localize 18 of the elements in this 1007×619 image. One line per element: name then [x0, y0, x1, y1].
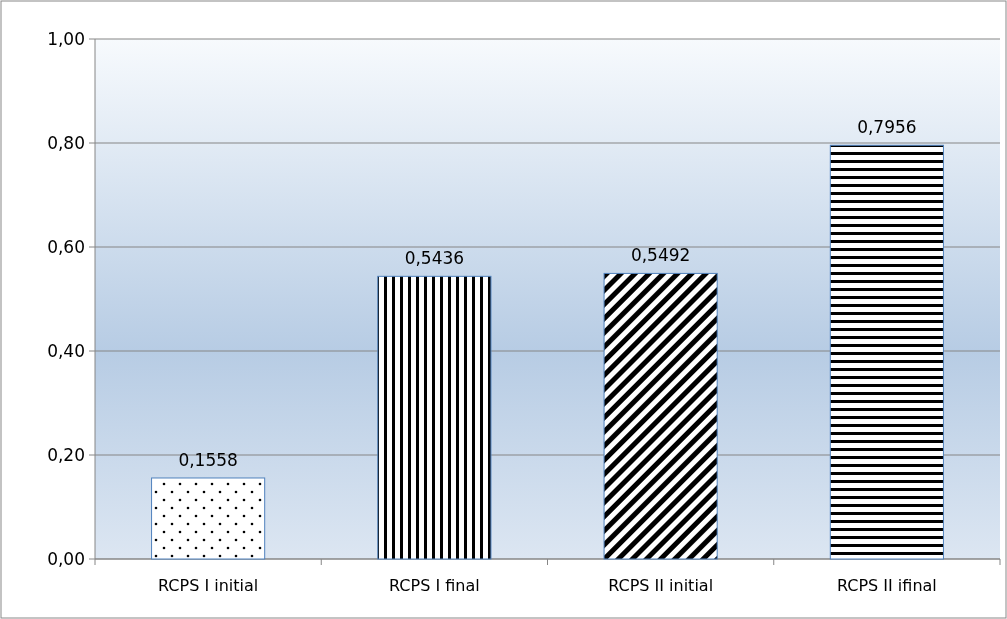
bar — [829, 144, 944, 560]
bar — [377, 275, 492, 560]
y-tick-label: 0,60 — [47, 236, 85, 257]
data-label: 0,1558 — [178, 449, 238, 470]
bar — [151, 477, 266, 560]
y-tick-label: 0,20 — [47, 444, 85, 465]
data-label: 0,5436 — [404, 248, 465, 269]
y-tick-label: 0,00 — [47, 548, 85, 569]
x-tick-label: RCPS II initial — [608, 576, 714, 595]
data-label: 0,5492 — [630, 245, 691, 266]
y-tick-label: 1,00 — [47, 28, 85, 49]
x-tick-label: RCPS I initial — [158, 576, 259, 595]
y-tick-label: 0,40 — [47, 340, 85, 361]
x-tick-label: RCPS I final — [389, 576, 480, 595]
bar — [603, 272, 718, 560]
y-tick-label: 0,80 — [47, 132, 85, 153]
data-label: 0,7956 — [857, 117, 917, 138]
x-tick-label: RCPS II ifinal — [836, 576, 937, 595]
